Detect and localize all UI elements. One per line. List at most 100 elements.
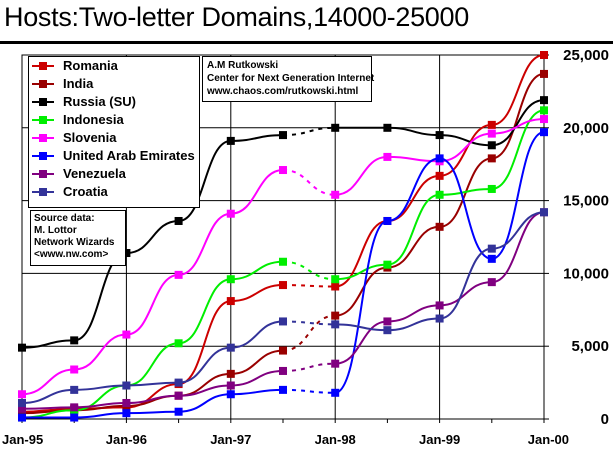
data-point (487, 184, 496, 193)
data-point (435, 154, 444, 163)
series-segment (230, 284, 284, 303)
series-segment (439, 281, 492, 307)
y-tick-label: 0 (601, 411, 609, 428)
series-segment (74, 333, 127, 371)
data-point (540, 96, 548, 105)
series-segment (126, 394, 179, 404)
data-point (70, 365, 79, 374)
series-segment (491, 118, 545, 135)
series-segment (387, 157, 440, 222)
data-point (540, 115, 548, 124)
legend-item: Romania (29, 57, 199, 75)
data-point (18, 404, 26, 413)
source-org: Network Wizards (34, 237, 115, 248)
legend-swatch (32, 134, 54, 142)
data-point (70, 385, 79, 394)
series-segment (230, 369, 284, 387)
legend-label: Romania (63, 58, 118, 73)
credit-box: A.M Rutkowski Center for Next Generation… (202, 56, 375, 102)
series-croatia (18, 208, 548, 407)
series-segment (491, 211, 545, 250)
data-point (279, 281, 287, 290)
data-point (540, 69, 548, 78)
series-segment (230, 388, 284, 396)
series-segment (439, 134, 492, 147)
series-segment (282, 362, 336, 372)
data-point (383, 152, 392, 161)
data-point (331, 190, 340, 199)
data-point (487, 141, 496, 150)
data-point (435, 301, 444, 310)
x-tick-label: Jan-98 (315, 432, 356, 447)
data-point (18, 413, 26, 422)
data-point (435, 222, 444, 231)
legend-swatch (32, 80, 54, 88)
data-point (279, 166, 287, 175)
series-segment (21, 339, 75, 349)
series-segment (491, 72, 545, 160)
series-segment (491, 99, 545, 147)
y-tick-label: 15,000 (563, 193, 609, 210)
series-segment (230, 260, 284, 281)
data-point (226, 209, 235, 218)
x-tick-label: Jan-95 (2, 432, 43, 447)
series-segment (282, 169, 336, 196)
y-tick-label: 20,000 (563, 120, 609, 137)
legend-swatch (32, 62, 54, 70)
data-point (70, 336, 79, 345)
series-segment (439, 157, 493, 260)
y-tick-label: 5,000 (571, 338, 609, 355)
series-segment (439, 247, 492, 320)
credit-org: Center for Next Generation Internet (207, 73, 375, 84)
legend-item: Venezuela (29, 165, 199, 183)
data-point (18, 398, 26, 407)
data-point (226, 369, 235, 378)
series-segment (126, 273, 179, 336)
data-point (487, 244, 496, 253)
y-tick-label: 10,000 (563, 265, 609, 282)
series-segment (178, 278, 231, 345)
data-point (331, 311, 340, 320)
data-point (435, 171, 444, 180)
series-segment (21, 407, 75, 413)
series-segment (439, 123, 492, 177)
data-point (540, 106, 548, 115)
series-segment (21, 406, 75, 410)
legend-label: Russia (SU) (63, 94, 136, 109)
series-segment (387, 225, 440, 269)
series-segment (74, 401, 127, 409)
series-segment (335, 219, 388, 288)
data-point (174, 391, 183, 400)
series-segment (282, 320, 336, 326)
source-box: Source data: M. Lottor Network Wizards <… (30, 210, 126, 266)
series-segment (335, 323, 388, 332)
series-segment (491, 211, 545, 284)
data-point (331, 282, 340, 291)
series-segment (335, 263, 388, 281)
data-point (226, 297, 235, 306)
data-point (279, 385, 287, 394)
series-segment (282, 260, 336, 281)
legend-label: United Arab Emirates (63, 148, 195, 163)
series-segment (230, 349, 284, 375)
data-point (226, 390, 235, 399)
series-segment (387, 126, 440, 137)
series-segment (126, 219, 179, 255)
data-point (435, 131, 444, 140)
data-point (383, 260, 392, 269)
data-point (174, 378, 183, 387)
series-segment (491, 109, 545, 190)
x-tick-label: Jan-00 (528, 432, 569, 447)
y-tick-label: 25,000 (563, 47, 609, 64)
title-underline (0, 41, 613, 44)
x-axis-ticks: Jan-95 Jan-96 Jan-97 Jan-98 Jan-99 Jan-00 (2, 419, 569, 447)
series-segment (126, 410, 179, 415)
data-point (540, 51, 548, 59)
legend-label: Indonesia (63, 112, 124, 127)
x-tick-label: Jan-97 (210, 432, 251, 447)
data-point (383, 317, 392, 326)
series-segment (230, 134, 284, 142)
series-segment (230, 320, 284, 349)
data-point (331, 320, 340, 329)
series-segment (178, 384, 231, 397)
